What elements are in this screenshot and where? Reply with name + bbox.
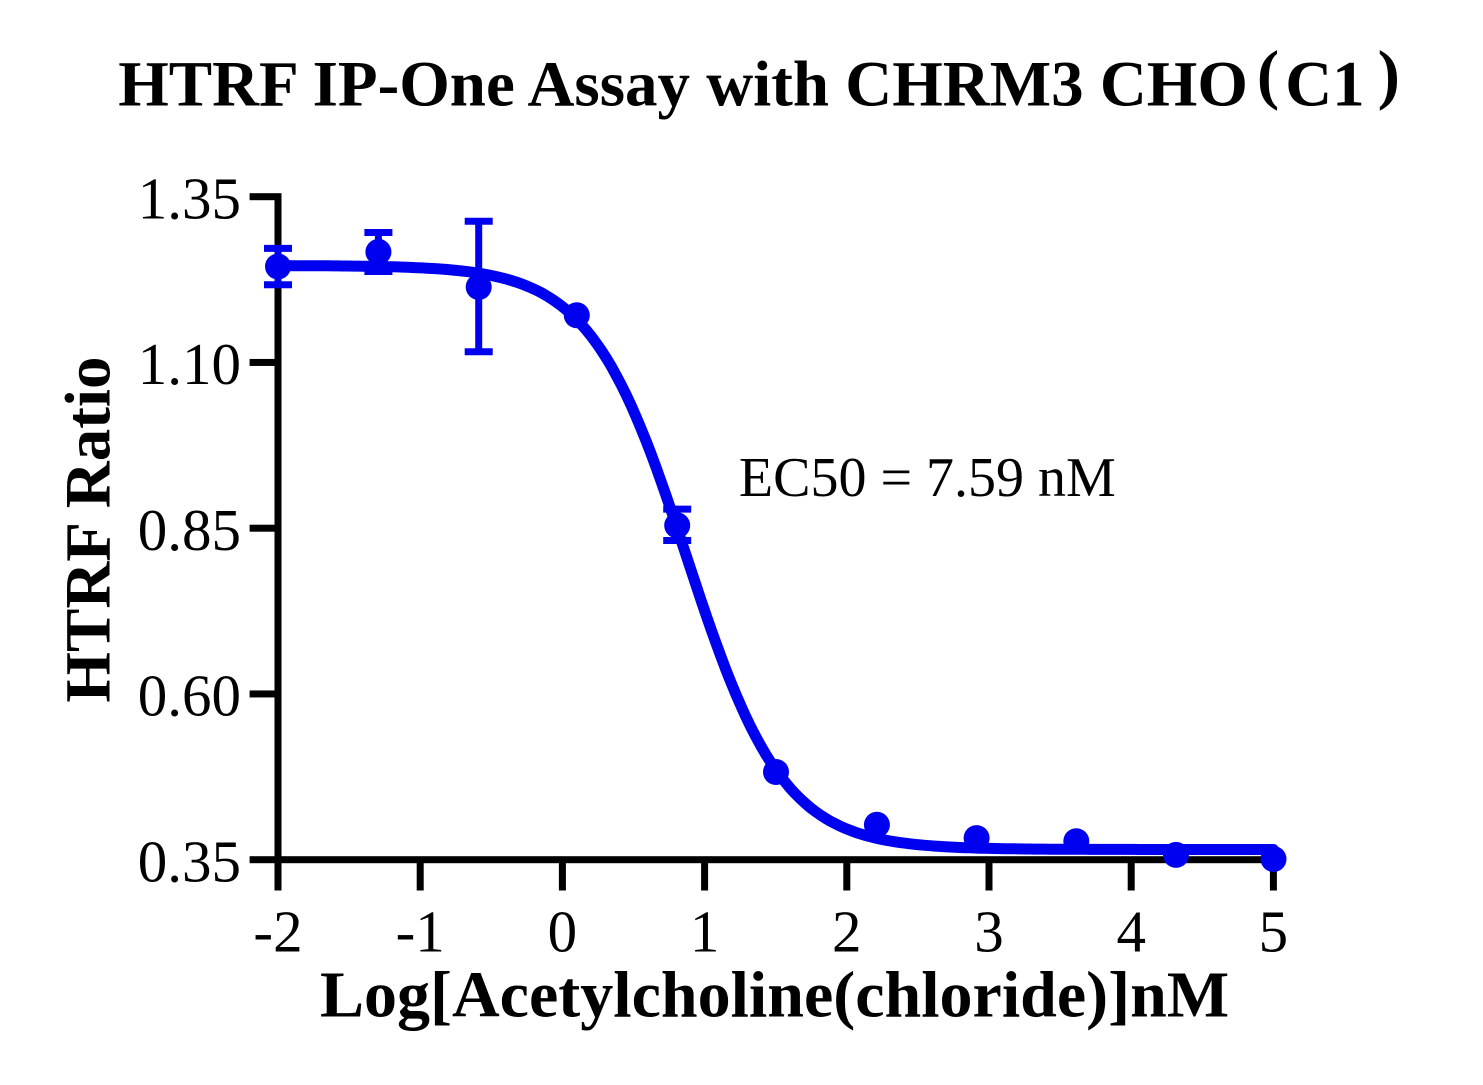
svg-text:EC50 = 7.59 nM: EC50 = 7.59 nM bbox=[739, 447, 1116, 509]
svg-text:3: 3 bbox=[974, 899, 1004, 965]
svg-text:1.10: 1.10 bbox=[138, 331, 241, 397]
svg-text:HTRF Ratio: HTRF Ratio bbox=[53, 357, 125, 703]
svg-text:Log[Acetylcholine(chloride)]nM: Log[Acetylcholine(chloride)]nM bbox=[320, 958, 1229, 1031]
svg-text:2: 2 bbox=[832, 899, 862, 965]
svg-text:HTRF IP-One Assay with CHRM3 C: HTRF IP-One Assay with CHRM3 CHO (C1) bbox=[118, 38, 1400, 121]
svg-text:0.60: 0.60 bbox=[138, 663, 241, 729]
svg-text:-2: -2 bbox=[253, 899, 302, 965]
svg-text:0: 0 bbox=[548, 899, 578, 965]
svg-text:4: 4 bbox=[1116, 899, 1146, 965]
svg-text:0.85: 0.85 bbox=[138, 497, 241, 563]
svg-text:5: 5 bbox=[1259, 899, 1289, 965]
svg-text:1.35: 1.35 bbox=[138, 165, 241, 231]
svg-text:-1: -1 bbox=[396, 899, 445, 965]
svg-text:0.35: 0.35 bbox=[138, 828, 241, 894]
svg-text:1: 1 bbox=[690, 899, 720, 965]
